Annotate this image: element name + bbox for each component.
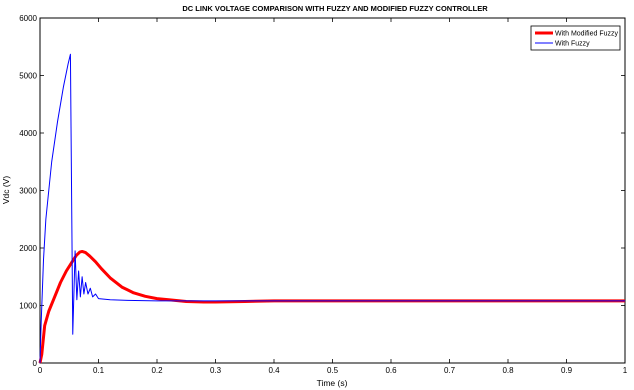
legend-label-fuzzy: With Fuzzy <box>555 41 590 48</box>
x-tick-label: 0.8 <box>502 366 514 375</box>
x-tick-label: 0.6 <box>385 366 397 375</box>
y-tick-label: 4000 <box>19 129 37 138</box>
y-tick-label: 3000 <box>19 187 37 196</box>
x-tick-label: 0.1 <box>93 366 105 375</box>
x-tick-label: 0.3 <box>210 366 222 375</box>
y-axis: 0 1000 2000 3000 4000 5000 6000 <box>19 14 625 368</box>
x-tick-label: 0.5 <box>327 366 339 375</box>
x-tick-label: 0.7 <box>444 366 456 375</box>
plot-area <box>39 17 626 364</box>
y-axis-label: Vdc (V) <box>1 176 11 205</box>
legend-box <box>530 25 621 51</box>
chart-title: DC LINK VOLTAGE COMPARISON WITH FUZZY AN… <box>182 4 488 13</box>
series-lines <box>38 53 625 364</box>
x-axis-label: Time (s) <box>317 378 348 388</box>
y-tick-label: 2000 <box>19 244 37 253</box>
legend: With Modified Fuzzy With Fuzzy <box>530 25 621 51</box>
x-tick-label: 0.2 <box>151 366 163 375</box>
y-tick-label: 5000 <box>19 72 37 81</box>
y-tick-label: 6000 <box>19 14 37 23</box>
series-line-fuzzy <box>39 53 625 364</box>
x-tick-label: 1 <box>623 366 628 375</box>
y-tick-label: 0 <box>33 359 38 368</box>
legend-label-modified-fuzzy: With Modified Fuzzy <box>555 31 619 38</box>
x-tick-label: 0 <box>38 366 43 375</box>
x-axis: 0 0.1 0.2 0.3 0.4 0.5 0.6 0.7 0.8 0.9 1 <box>38 18 628 375</box>
x-tick-label: 0.4 <box>268 366 280 375</box>
x-tick-label: 0.9 <box>561 366 573 375</box>
y-tick-label: 1000 <box>19 302 37 311</box>
